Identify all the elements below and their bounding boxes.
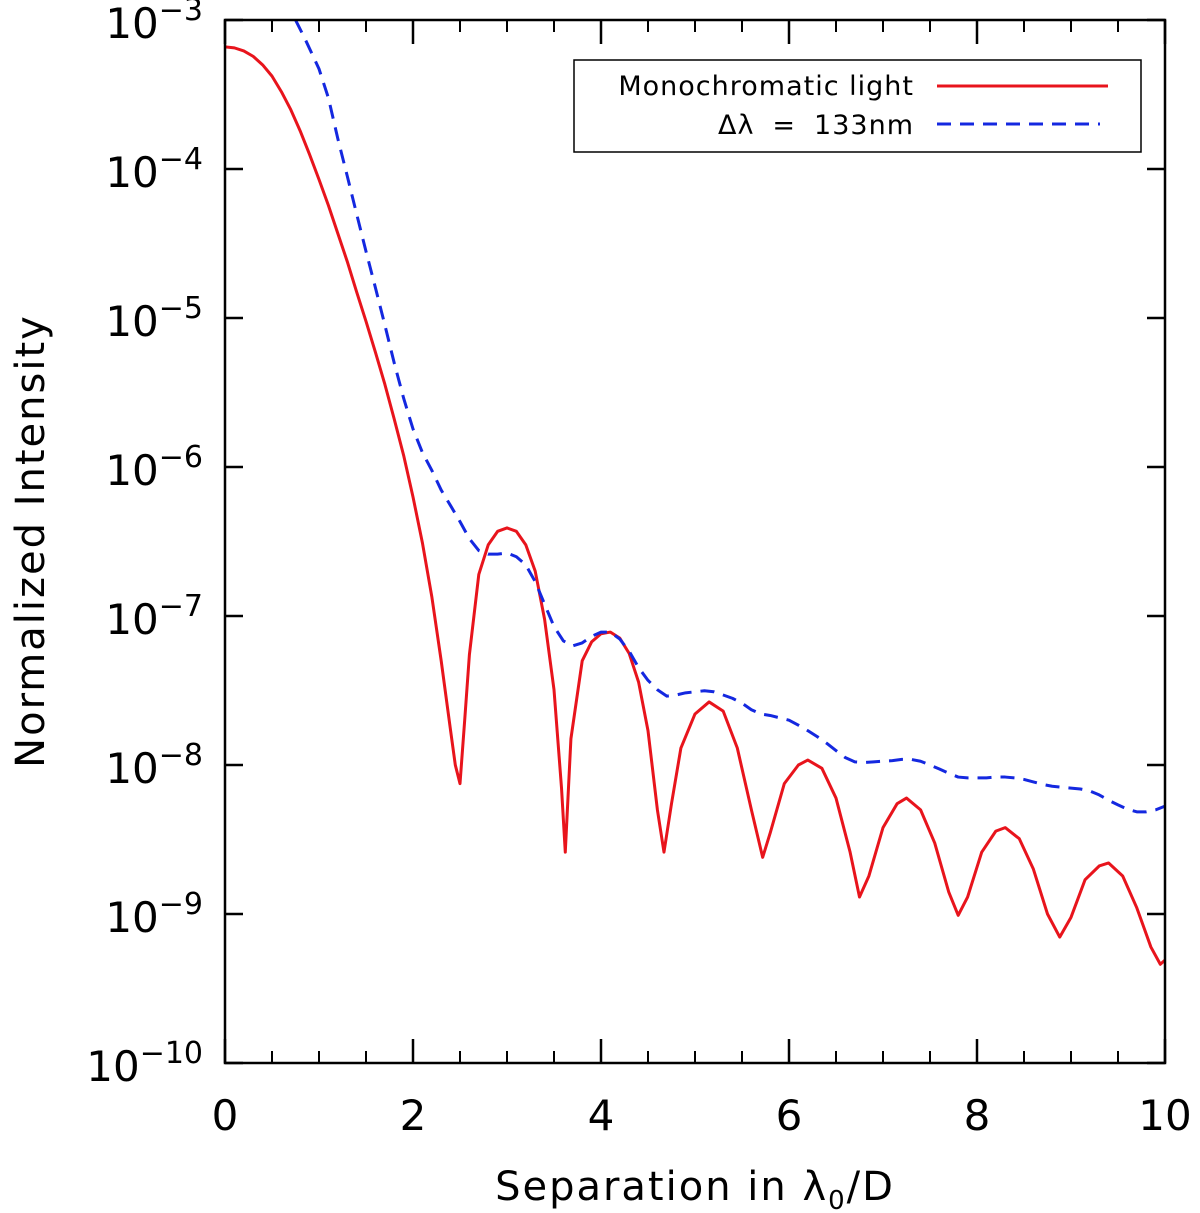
y-tick-base: 10	[105, 744, 158, 793]
y-tick-exponent: −6	[159, 440, 203, 475]
y-axis-title: Normalized Intensity	[8, 314, 54, 768]
x-tick-label: 0	[212, 1091, 239, 1140]
y-tick-base: 10	[86, 1042, 139, 1091]
y-tick-label: 10−5	[105, 291, 203, 346]
legend-equals: =	[772, 110, 796, 141]
series-line-monochromatic	[225, 45, 1165, 966]
y-tick-exponent: −4	[159, 142, 203, 177]
legend-box	[573, 59, 1142, 153]
y-tick-base: 10	[105, 595, 158, 644]
y-tick-exponent: −5	[159, 291, 203, 326]
y-tick-exponent: −7	[159, 589, 203, 624]
y-tick-base: 10	[105, 0, 158, 48]
x-tick-label: 4	[588, 1091, 615, 1140]
y-tick-base: 10	[105, 446, 158, 495]
series-layer	[225, 20, 1165, 966]
y-tick-base: 10	[105, 148, 158, 197]
x-axis-title-subscript: 0	[828, 1186, 847, 1213]
x-tick-label: 2	[400, 1091, 427, 1140]
y-tick-label: 10−6	[105, 440, 203, 495]
y-tick-base: 10	[105, 893, 158, 942]
series-line-broadband	[294, 20, 1165, 814]
y-tick-exponent: −10	[140, 1036, 203, 1071]
y-tick-exponent: −9	[159, 887, 203, 922]
x-tick-labels: 0 2 4 6 8 10	[212, 1091, 1192, 1140]
y-tick-label: 10−7	[105, 589, 203, 644]
y-tick-labels: 10−310−410−510−610−710−810−910−10	[86, 0, 203, 1091]
x-tick-label: 8	[964, 1091, 991, 1140]
y-tick-base: 10	[105, 297, 158, 346]
legend-bandwidth-value: 133nm	[814, 110, 914, 141]
y-tick-exponent: −3	[159, 0, 203, 28]
x-tick-label: 10	[1138, 1091, 1191, 1140]
x-axis-title-main: Separation in λ	[495, 1164, 828, 1210]
x-tick-label: 6	[776, 1091, 803, 1140]
legend-label-monochromatic: Monochromatic light	[618, 71, 914, 102]
y-tick-label: 10−3	[105, 0, 203, 48]
y-tick-label: 10−8	[105, 738, 203, 793]
y-tick-label: 10−10	[86, 1036, 203, 1091]
x-axis-title-suffix: /D	[847, 1164, 895, 1210]
plot-frame	[223, 18, 1167, 1065]
y-tick-label: 10−4	[105, 142, 203, 197]
y-tick-label: 10−9	[105, 887, 203, 942]
x-axis-title: Separation in λ0/D	[495, 1164, 895, 1213]
legend-delta-lambda: Δλ	[718, 110, 754, 141]
legend-label-broadband: Δλ = 133nm	[718, 110, 914, 141]
y-tick-exponent: −8	[159, 738, 203, 773]
legend: Monochromatic light Δλ = 133nm	[573, 59, 1142, 153]
